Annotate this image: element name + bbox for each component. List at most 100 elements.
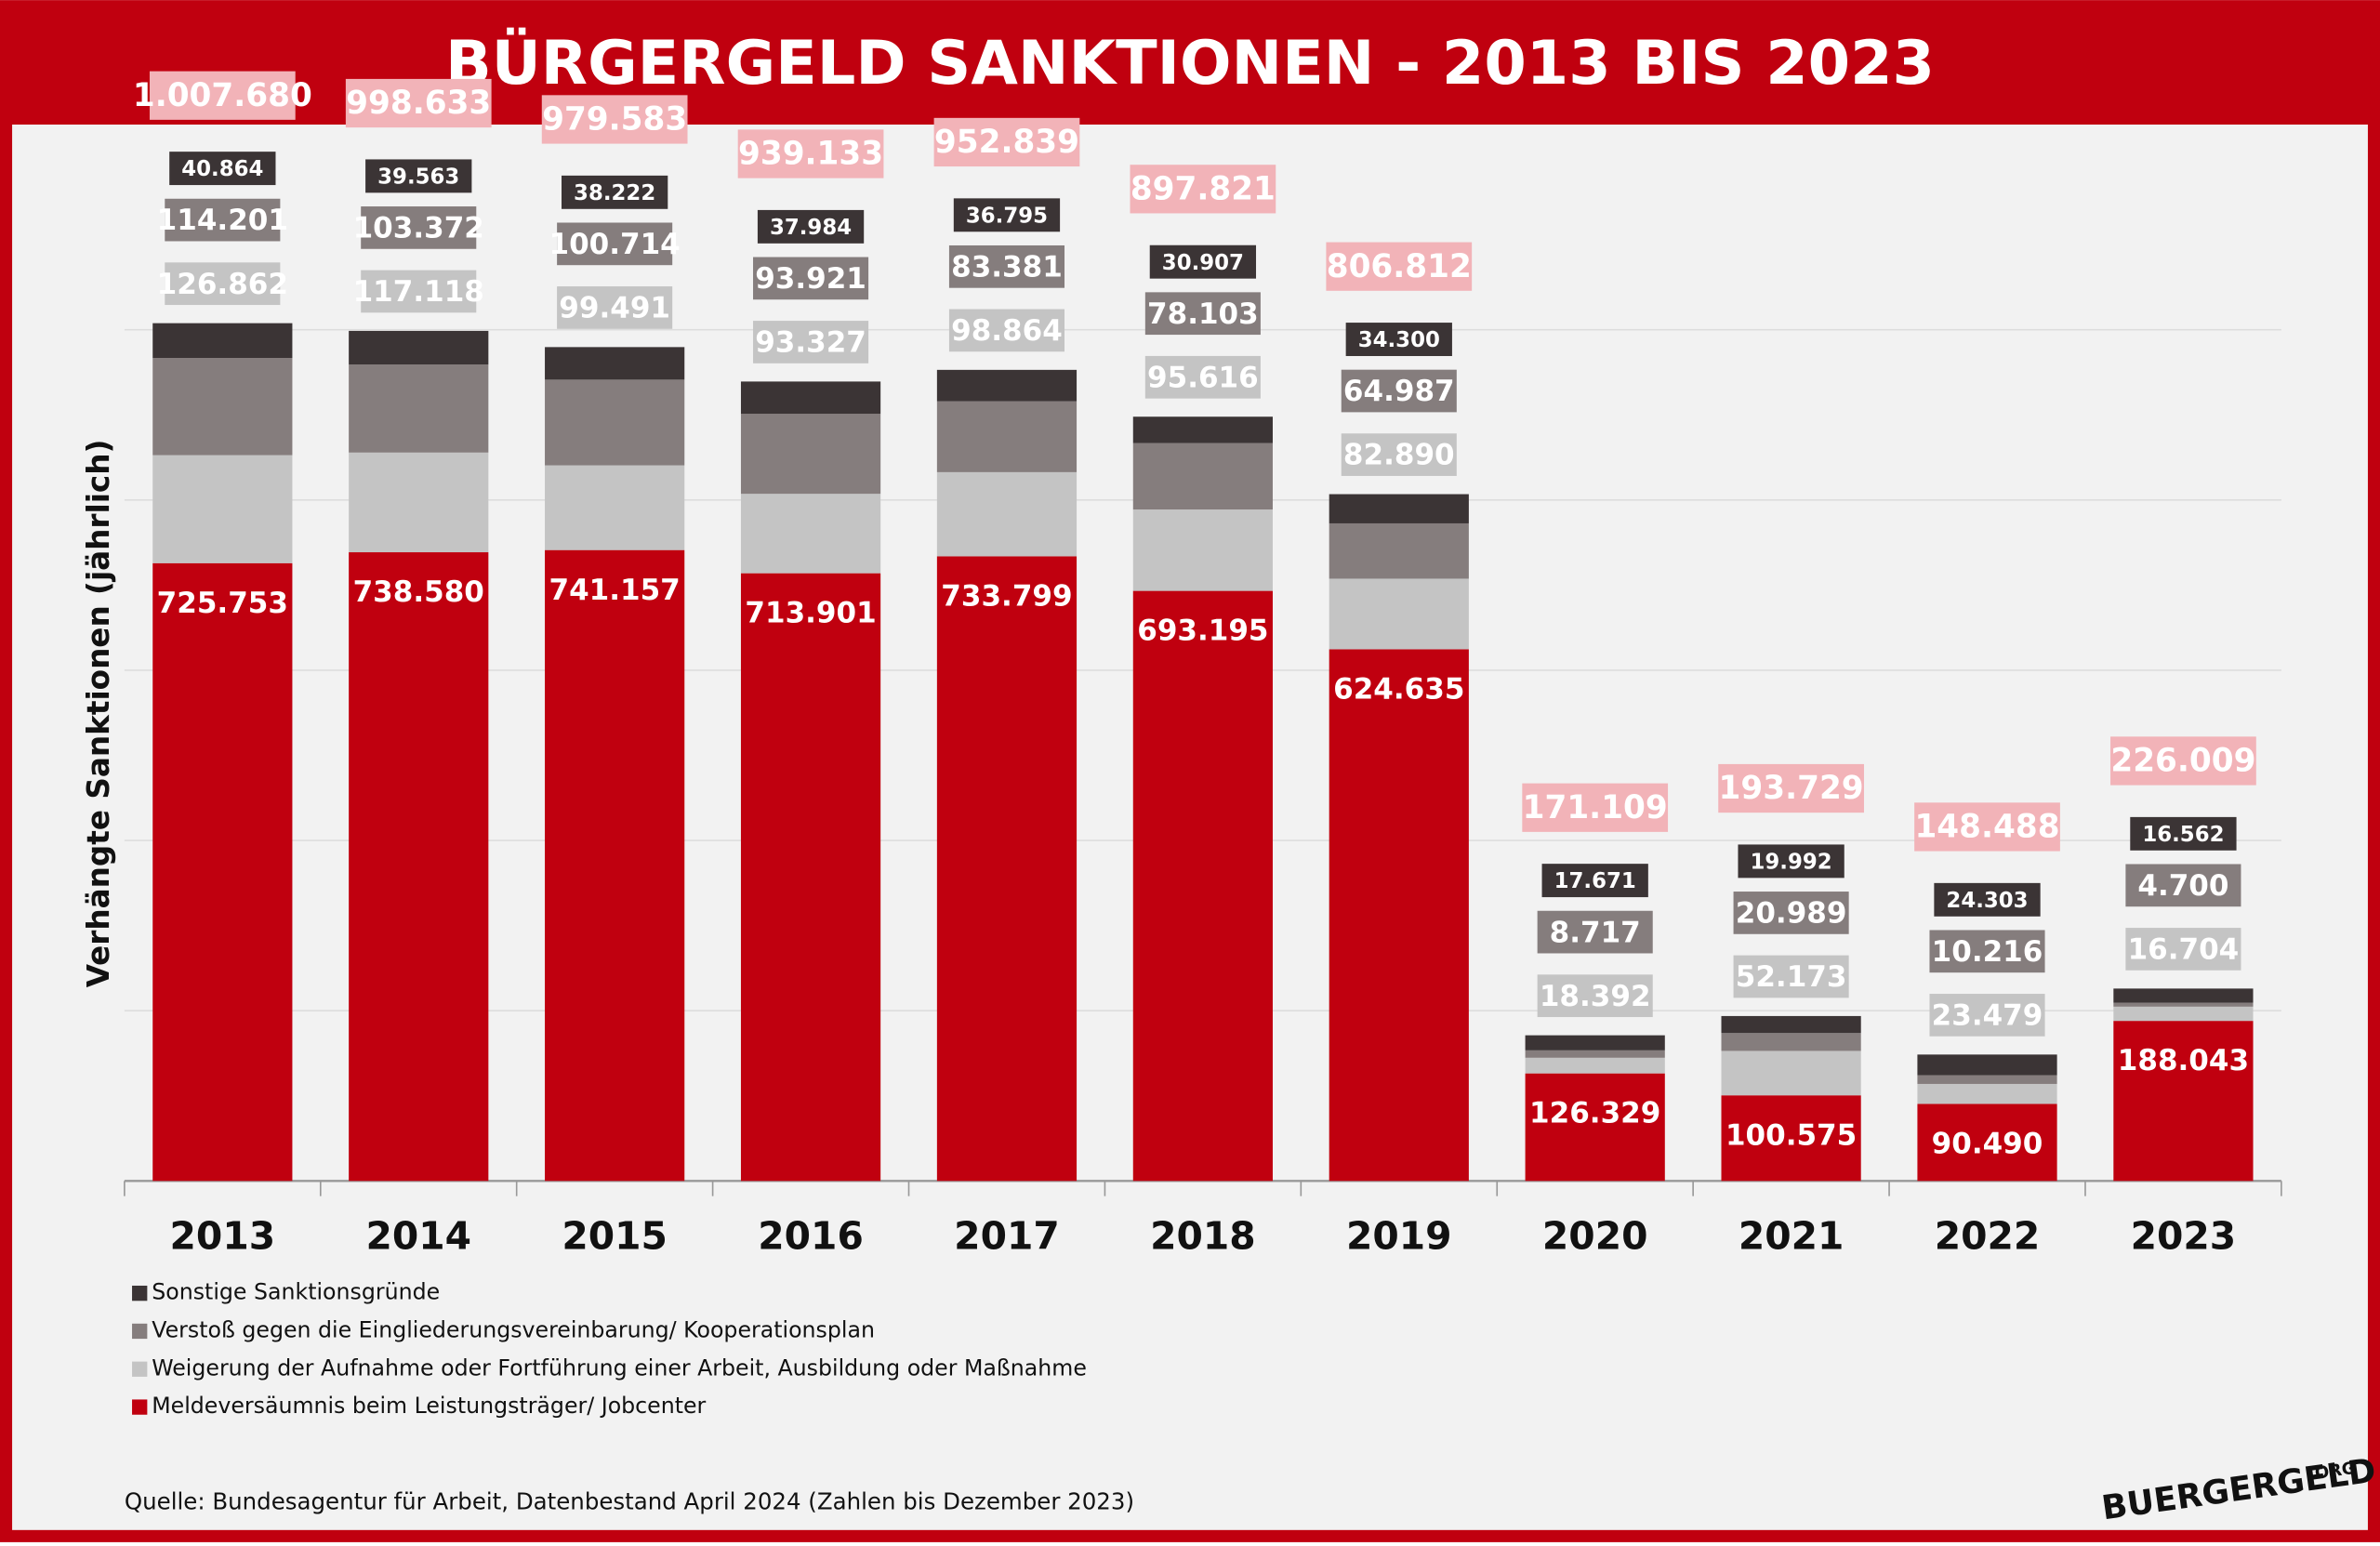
value-label: 16.562: [2142, 823, 2224, 847]
label-box: [1149, 244, 1257, 279]
label-box: [365, 159, 472, 193]
total-label: 171.109: [1523, 789, 1668, 826]
label-box: [1341, 433, 1457, 476]
x-tick-label: 2021: [1739, 1213, 1844, 1258]
label-box: [361, 270, 477, 313]
bar-segment: [349, 364, 489, 453]
value-label: 10.216: [1932, 935, 2043, 969]
bar-segment: [2113, 988, 2254, 1003]
legend-swatch: [132, 1285, 148, 1302]
legend-label: Meldeversäumnis beim Leistungsträger/ Jo…: [152, 1393, 706, 1419]
bar-segment: [1132, 416, 1273, 443]
bar-segment: [2113, 1006, 2254, 1022]
bar-segment: [545, 347, 685, 380]
label-box: [2130, 816, 2237, 851]
x-tick-label: 2017: [954, 1213, 1060, 1258]
label-box: [953, 198, 1061, 232]
label-box: [1144, 292, 1261, 336]
bar-segment: [1917, 1075, 2057, 1084]
label-box: [2125, 928, 2241, 971]
value-label: 103.372: [353, 212, 484, 245]
value-label: 713.901: [745, 597, 876, 630]
total-label: 979.583: [542, 101, 687, 139]
bar-segment: [936, 369, 1078, 402]
label-box: [1929, 994, 2045, 1037]
x-tick-label: 2013: [170, 1213, 276, 1258]
label-box: [165, 262, 281, 306]
total-box: [1914, 802, 2060, 852]
total-label: 148.488: [1914, 809, 2059, 846]
bar-segment: [1917, 1103, 2057, 1182]
label-box: [1738, 844, 1844, 879]
value-label: 117.118: [353, 275, 484, 309]
value-label: 23.479: [1932, 999, 2043, 1033]
label-box: [1541, 864, 1648, 898]
value-label: 19.992: [1751, 851, 1832, 875]
bar-segment: [936, 556, 1078, 1182]
total-label: 1.007.680: [133, 77, 312, 114]
bar-segment: [545, 465, 685, 550]
x-tick-label: 2014: [365, 1213, 471, 1258]
value-label: 98.864: [951, 314, 1063, 348]
bar-segment: [1525, 1035, 1665, 1050]
value-label: 20.989: [1736, 897, 1847, 931]
bar-segment: [2113, 1021, 2254, 1182]
value-label: 733.799: [941, 579, 1072, 613]
total-label: 226.009: [2110, 743, 2255, 780]
value-label: 37.984: [770, 216, 852, 240]
label-box: [165, 198, 281, 242]
total-box: [933, 117, 1080, 167]
label-box: [1934, 882, 2041, 917]
value-label: 100.714: [549, 228, 681, 261]
value-label: 36.795: [966, 204, 1048, 228]
bar-segment: [740, 414, 881, 495]
bar-segment: [936, 471, 1078, 557]
total-box: [1326, 242, 1473, 291]
total-label: 939.133: [738, 136, 883, 173]
bar-segment: [936, 401, 1078, 472]
label-box: [2125, 864, 2241, 907]
label-box: [557, 222, 673, 266]
label-box: [169, 152, 276, 186]
chart-title: BÜRGERGELD SANKTIONEN - 2013 BIS 2023: [445, 27, 1935, 99]
label-box: [757, 209, 865, 244]
label-box: [557, 286, 673, 329]
source: Quelle: Bundesagentur für Arbeit, Datenb…: [125, 1487, 1134, 1514]
value-label: 30.907: [1162, 251, 1244, 275]
value-label: 83.381: [951, 250, 1063, 284]
label-box: [1537, 974, 1653, 1018]
total-label: 952.839: [934, 124, 1079, 161]
bar-segment: [349, 552, 489, 1182]
value-label: 126.862: [157, 268, 288, 301]
label-box: [753, 257, 869, 300]
total-box: [2110, 736, 2256, 786]
value-label: 8.717: [1550, 916, 1641, 949]
value-label: 18.392: [1540, 980, 1651, 1013]
label-box: [948, 309, 1065, 352]
x-tick-label: 2015: [562, 1213, 668, 1258]
bar-segment: [1132, 509, 1273, 591]
label-box: [753, 321, 869, 363]
value-label: 24.303: [1946, 889, 2028, 913]
bar-segment: [152, 358, 293, 456]
value-label: 95.616: [1147, 361, 1259, 394]
bar-segment: [545, 549, 685, 1182]
legend-label: Verstoß gegen die Eingliederungsvereinba…: [152, 1316, 875, 1342]
label-box: [1345, 323, 1452, 356]
bar-segment: [152, 323, 293, 359]
value-label: 738.580: [353, 575, 484, 609]
label-box: [1733, 892, 1849, 934]
label-box: [948, 244, 1065, 288]
y-axis-label: Verhängte Sanktionen (jährlich): [81, 440, 116, 988]
legend-label: Sonstige Sanktionsgründe: [152, 1279, 440, 1305]
bar-segment: [1721, 1015, 1861, 1034]
label-box: [1341, 369, 1457, 413]
value-label: 114.201: [157, 204, 288, 237]
bar-segment: [1721, 1095, 1861, 1182]
label-box: [361, 206, 477, 249]
legend-swatch: [132, 1399, 148, 1415]
legend-swatch: [132, 1361, 148, 1377]
bar-segment: [1917, 1054, 2057, 1076]
value-label: 17.671: [1554, 869, 1636, 893]
